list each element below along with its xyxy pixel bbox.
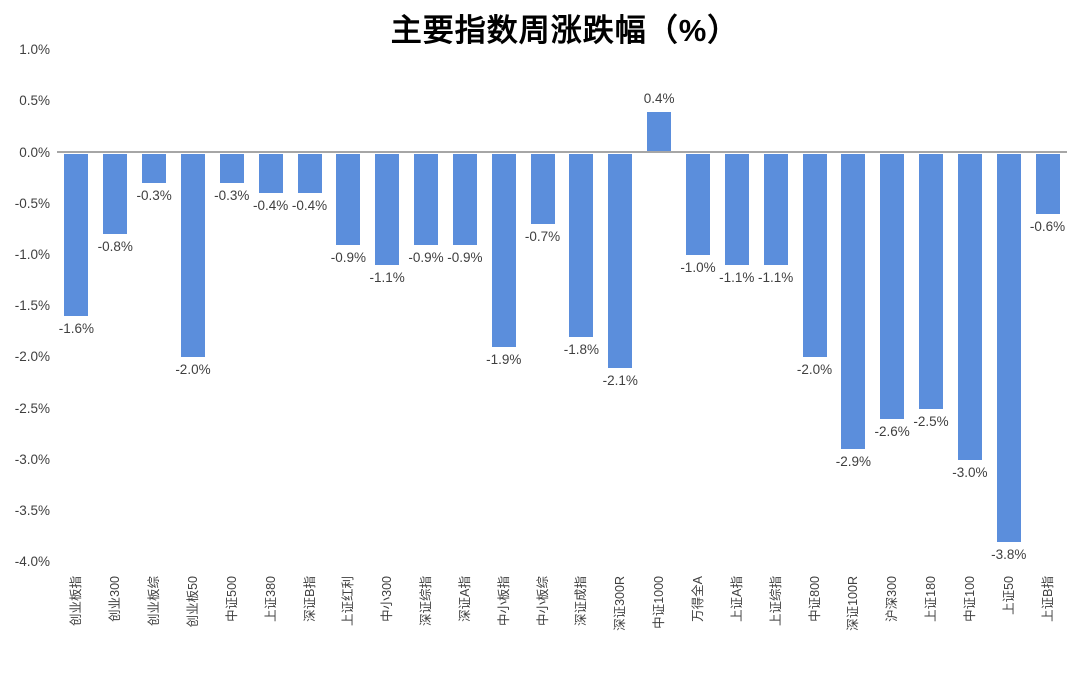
- x-axis-category-label: 创业板综: [147, 576, 162, 627]
- bar-value-label: -0.3%: [214, 188, 250, 204]
- x-axis-category-label: 沪深300: [885, 576, 900, 622]
- bar: [64, 153, 89, 317]
- bar-value-label: -1.6%: [58, 321, 95, 337]
- bar-value-label: -0.3%: [136, 188, 172, 204]
- bar-value-label: -2.9%: [835, 454, 871, 470]
- x-axis-category-label: 上证综指: [768, 576, 783, 627]
- bar: [919, 153, 944, 409]
- bar: [530, 153, 555, 225]
- chart-title: 主要指数周涨跌幅（%）: [390, 13, 740, 48]
- x-axis-category-label: 万得全A: [690, 576, 705, 622]
- y-axis-tick-label: -2.5%: [14, 400, 50, 416]
- bar: [763, 153, 788, 266]
- bar: [452, 153, 477, 245]
- bar-value-label: -0.9%: [447, 249, 483, 265]
- bar-value-label: -1.8%: [563, 341, 600, 357]
- bar-value-label: 0.4%: [643, 90, 675, 106]
- bar: [802, 153, 827, 358]
- x-axis-category-label: 中小板综: [535, 576, 550, 627]
- x-axis-category-label: 深证300R: [613, 576, 628, 631]
- x-axis-category-label: 中小300: [380, 576, 395, 622]
- x-axis-category-label: 中证1000: [652, 576, 667, 629]
- y-axis-tick-label: -3.0%: [14, 451, 50, 467]
- zero-axis-line: [57, 151, 1067, 153]
- bar: [685, 153, 710, 255]
- bar-value-label: -2.5%: [913, 413, 949, 429]
- bar: [841, 153, 866, 450]
- bar: [297, 153, 322, 194]
- bar: [414, 153, 439, 245]
- x-axis-category-label: 创业板50: [185, 576, 200, 628]
- y-axis-tick-label: -1.5%: [14, 298, 50, 314]
- y-axis-tick-label: 1.0%: [19, 42, 50, 58]
- x-axis-category-label: 创业板指: [69, 576, 84, 627]
- x-axis-category-label: 上证B指: [1040, 576, 1055, 622]
- x-axis-category-label: 创业300: [108, 576, 123, 622]
- bar-value-label: -0.8%: [97, 239, 133, 255]
- bar: [491, 153, 516, 348]
- bar-value-label: -0.4%: [291, 198, 328, 214]
- bar: [336, 153, 361, 245]
- x-axis-category-label: 上证A指: [729, 576, 744, 622]
- x-axis-category-label: 深证综指: [419, 576, 434, 627]
- bar: [180, 153, 205, 358]
- bar-value-label: -0.4%: [253, 198, 289, 214]
- bar-value-label: -1.1%: [758, 270, 794, 286]
- x-axis-category-label: 中证100: [962, 576, 977, 622]
- x-axis-category-label: 深证B指: [302, 576, 317, 622]
- bar-value-label: -0.7%: [524, 229, 561, 245]
- bar: [219, 153, 244, 184]
- bar-value-label: -2.0%: [796, 362, 833, 378]
- bar-value-label: -1.1%: [369, 270, 405, 286]
- y-axis-tick-label: 0.5%: [19, 93, 50, 109]
- bar-value-label: -0.9%: [408, 249, 444, 265]
- bar-value-label: -0.6%: [1029, 218, 1066, 234]
- y-axis-tick-label: 0.0%: [19, 144, 50, 160]
- bar-value-label: -1.1%: [719, 270, 755, 286]
- x-axis-category-label: 深证A指: [457, 576, 472, 622]
- y-axis-tick-label: -4.0%: [14, 554, 50, 570]
- bar-value-label: -2.0%: [175, 362, 211, 378]
- bar: [880, 153, 905, 419]
- x-axis-category-label: 上证50: [1001, 576, 1016, 615]
- bar-value-label: -1.0%: [680, 259, 716, 275]
- bar: [258, 153, 283, 194]
- x-axis-category-label: 中证500: [224, 576, 239, 622]
- bar-value-label: -2.1%: [602, 372, 638, 388]
- bar: [724, 153, 749, 266]
- y-axis-tick-label: -1.0%: [14, 246, 50, 262]
- bar: [142, 153, 167, 184]
- bar: [375, 153, 400, 266]
- x-axis-category-label: 上证红利: [341, 576, 356, 627]
- bar: [569, 153, 594, 337]
- bar-value-label: -3.8%: [991, 546, 1027, 562]
- bar-value-label: -3.0%: [952, 464, 988, 480]
- x-axis-category-label: 中证800: [807, 576, 822, 622]
- x-axis-category-label: 上证380: [263, 576, 278, 622]
- bar-value-label: -2.6%: [874, 423, 910, 439]
- y-axis-tick-label: -3.5%: [14, 502, 50, 518]
- y-axis-tick-label: -2.0%: [14, 349, 50, 365]
- x-axis-category-label: 中小板指: [496, 576, 511, 627]
- x-axis-category-label: 上证180: [924, 576, 939, 622]
- bar: [103, 153, 128, 235]
- x-axis-category-label: 深证成指: [574, 576, 589, 627]
- bar: [996, 153, 1021, 542]
- bar-value-label: -1.9%: [486, 352, 522, 368]
- bar-value-label: -0.9%: [330, 249, 366, 265]
- bar: [647, 111, 672, 152]
- x-axis-category-label: 深证100R: [846, 576, 861, 631]
- bar: [608, 153, 633, 368]
- bar: [1035, 153, 1060, 214]
- y-axis-tick-label: -0.5%: [14, 195, 50, 211]
- bar: [957, 153, 982, 460]
